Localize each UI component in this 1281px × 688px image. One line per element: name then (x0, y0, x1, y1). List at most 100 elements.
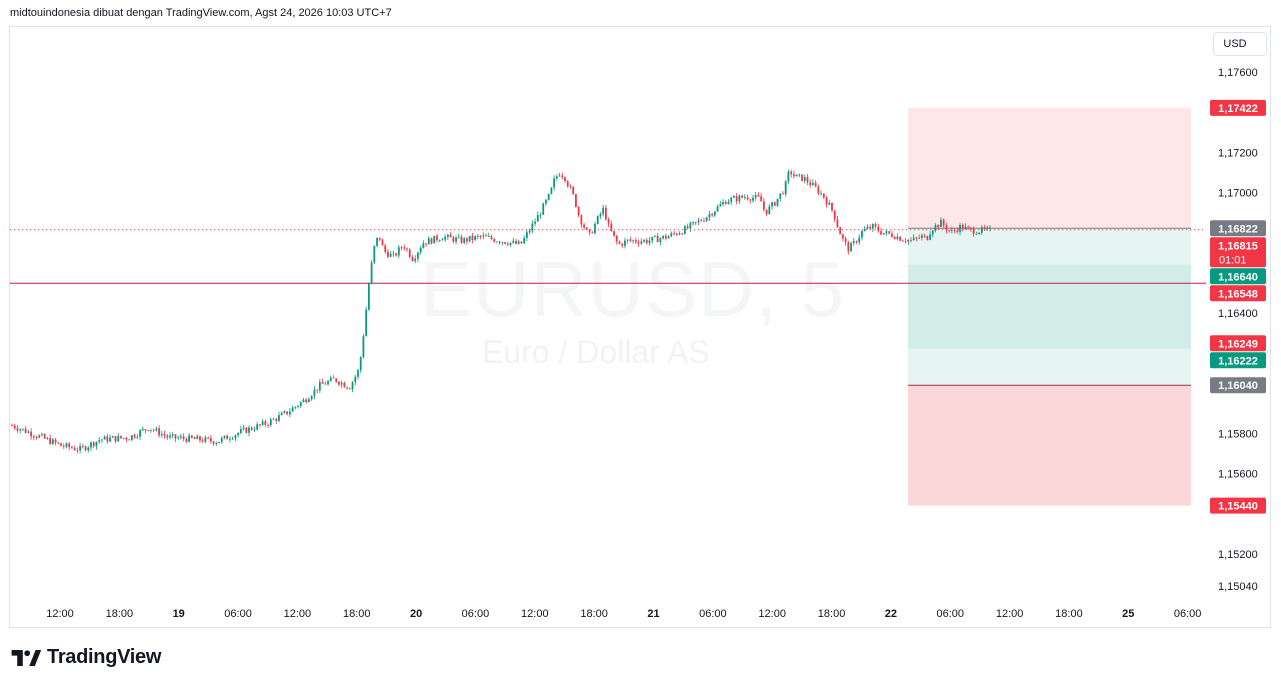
price-label-box (1210, 99, 1266, 116)
candle-body (757, 194, 760, 197)
candle-body (160, 434, 163, 436)
candle-body (463, 238, 466, 243)
candle-body (496, 241, 498, 243)
candle-body (468, 235, 471, 242)
candle-body (275, 418, 278, 421)
candle-body (229, 438, 231, 440)
candle-body (335, 378, 338, 382)
price-label-box (1210, 352, 1266, 369)
candle-body (531, 223, 534, 231)
candle-body (624, 240, 626, 246)
candle-body (441, 239, 444, 241)
candle-body (621, 243, 624, 246)
candle-body (204, 437, 207, 442)
currency-label: USD (1223, 38, 1247, 50)
candle-body (803, 177, 806, 181)
candle-body (395, 253, 398, 256)
candle-body (92, 442, 95, 447)
candle-body (594, 223, 596, 234)
candle-body (32, 436, 35, 438)
candle-body (782, 193, 784, 195)
price-label-text: 1,16249 (1218, 338, 1258, 350)
candle-body (659, 238, 662, 243)
candle-body (512, 240, 515, 243)
candle-body (847, 242, 850, 252)
time-tick-label: 12:00 (758, 608, 786, 620)
candle-body (180, 436, 182, 438)
candle-body (602, 207, 605, 214)
time-tick-label: 18:00 (343, 608, 371, 620)
candle-body (768, 206, 771, 215)
candle-body (79, 446, 82, 451)
candle-body (346, 387, 348, 389)
candle-body (90, 442, 92, 448)
candle-body (910, 239, 912, 241)
candle-body (414, 258, 417, 261)
candle-body (583, 224, 585, 228)
candle-body (656, 235, 659, 243)
candle-body (801, 174, 803, 181)
candle-body (280, 412, 283, 416)
candle-body (130, 435, 133, 440)
currency-button[interactable]: USD (1213, 32, 1267, 56)
candle-body (539, 214, 542, 216)
candle-body (250, 427, 253, 430)
candle-body (833, 210, 836, 220)
candle-body (618, 241, 621, 244)
candle-body (460, 236, 463, 243)
candle-body (806, 177, 809, 183)
chart-caption: midtouindonesia dibuat dengan TradingVie… (10, 7, 392, 19)
candle-body (259, 424, 261, 426)
candle-body (550, 187, 553, 194)
tradingview-logo[interactable]: TradingView (11, 646, 161, 669)
candle-body (520, 241, 523, 244)
tradingview-wordmark: TradingView (47, 646, 162, 668)
candle-body (577, 207, 580, 216)
stop-zone-lower (908, 385, 1191, 506)
candle-body (942, 219, 945, 226)
candle-body (683, 226, 686, 234)
time-tick-label: 21 (647, 608, 659, 620)
candle-body (253, 429, 256, 431)
candle-body (310, 396, 313, 400)
candle-body (76, 450, 79, 451)
candle-body (81, 446, 84, 447)
candle-body (419, 248, 422, 253)
candle-body (662, 235, 664, 239)
candle-body (596, 215, 599, 224)
candle-body (926, 236, 929, 240)
candle-body (436, 235, 438, 241)
candle-body (13, 425, 16, 429)
candle-body (427, 238, 430, 245)
candle-body (558, 175, 561, 177)
candle-body (953, 230, 956, 231)
candle-body (152, 429, 155, 431)
candle-body (858, 237, 861, 243)
candle-body (65, 443, 68, 447)
candle-body (73, 448, 76, 451)
candle-body (411, 257, 414, 261)
candle-body (814, 182, 817, 187)
candle-body (392, 253, 395, 255)
candle-body (735, 196, 738, 202)
candle-body (749, 199, 752, 201)
candle-body (822, 193, 825, 198)
candle-body (51, 439, 54, 444)
time-tick-label: 06:00 (936, 608, 964, 620)
candle-body (703, 220, 705, 222)
price-tick-label: 1,15800 (1218, 428, 1258, 440)
candle-body (125, 437, 128, 440)
candle-body (866, 226, 869, 229)
candle-body (673, 233, 675, 235)
time-tick-label: 18:00 (1055, 608, 1083, 620)
candle-body (869, 226, 872, 229)
candle-body (678, 233, 681, 235)
candle-body (831, 202, 833, 211)
candle-body (406, 248, 408, 250)
candle-body (752, 197, 754, 201)
candle-body (670, 233, 673, 237)
candle-body (324, 383, 327, 385)
candle-body (989, 227, 991, 229)
candle-body (239, 429, 242, 433)
